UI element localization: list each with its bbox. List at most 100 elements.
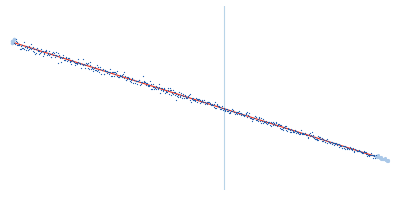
Point (74, 61, 80, 64)
Point (320, 140, 327, 143)
Point (262, 121, 269, 124)
Point (86, 64, 93, 67)
Point (256, 115, 262, 118)
Point (138, 80, 144, 83)
Point (258, 121, 264, 124)
Point (60, 53, 66, 56)
Point (328, 141, 334, 144)
Point (183, 95, 190, 98)
Point (269, 124, 276, 127)
Point (233, 111, 239, 115)
Point (345, 146, 351, 149)
Point (333, 142, 339, 145)
Point (140, 81, 147, 84)
Point (31, 47, 38, 50)
Point (322, 140, 328, 143)
Point (30, 50, 37, 53)
Point (215, 104, 221, 107)
Point (221, 106, 227, 110)
Point (216, 106, 222, 109)
Point (146, 83, 153, 87)
Point (112, 71, 118, 74)
Point (350, 146, 356, 149)
Point (120, 76, 127, 79)
Point (37, 51, 43, 54)
Point (307, 135, 314, 138)
Point (194, 100, 200, 103)
Point (83, 61, 89, 64)
Point (149, 86, 156, 89)
Point (250, 117, 256, 121)
Point (206, 103, 213, 106)
Point (278, 123, 284, 127)
Point (189, 96, 195, 99)
Point (326, 141, 332, 144)
Point (244, 116, 251, 119)
Point (193, 98, 200, 101)
Point (206, 100, 212, 103)
Point (203, 102, 209, 105)
Point (310, 135, 317, 139)
Point (196, 98, 202, 101)
Point (25, 48, 31, 52)
Point (117, 74, 124, 77)
Point (214, 103, 220, 106)
Point (293, 129, 300, 132)
Point (202, 102, 208, 105)
Point (191, 98, 197, 101)
Point (184, 96, 190, 99)
Point (356, 149, 362, 153)
Point (158, 87, 164, 90)
Point (51, 51, 57, 54)
Point (334, 144, 340, 147)
Point (259, 119, 265, 122)
Point (107, 67, 113, 70)
Point (154, 86, 160, 89)
Point (331, 143, 337, 146)
Point (186, 93, 192, 96)
Point (64, 59, 70, 62)
Point (143, 83, 150, 86)
Point (224, 109, 230, 112)
Point (313, 138, 320, 141)
Point (282, 124, 289, 127)
Point (294, 131, 301, 135)
Point (26, 47, 32, 51)
Point (192, 99, 198, 102)
Point (347, 146, 353, 149)
Point (82, 63, 88, 67)
Point (361, 149, 368, 152)
Point (295, 131, 302, 134)
Point (182, 95, 188, 98)
Point (173, 98, 180, 101)
Point (148, 88, 154, 91)
Point (385, 158, 392, 162)
Point (200, 100, 206, 104)
Point (29, 47, 35, 50)
Point (309, 131, 315, 134)
Point (137, 83, 143, 87)
Point (148, 83, 154, 86)
Point (105, 70, 111, 73)
Point (156, 82, 162, 86)
Point (337, 143, 344, 146)
Point (114, 74, 120, 77)
Point (64, 57, 71, 60)
Point (370, 156, 376, 160)
Point (109, 74, 116, 77)
Point (28, 48, 34, 51)
Point (141, 80, 148, 83)
Point (358, 151, 364, 154)
Point (19, 46, 25, 49)
Point (357, 151, 364, 154)
Point (80, 57, 86, 60)
Point (63, 57, 70, 60)
Point (134, 82, 140, 85)
Point (219, 107, 226, 110)
Point (332, 141, 339, 144)
Point (170, 93, 176, 96)
Point (16, 44, 22, 47)
Point (46, 53, 53, 57)
Point (92, 66, 98, 69)
Point (196, 98, 203, 102)
